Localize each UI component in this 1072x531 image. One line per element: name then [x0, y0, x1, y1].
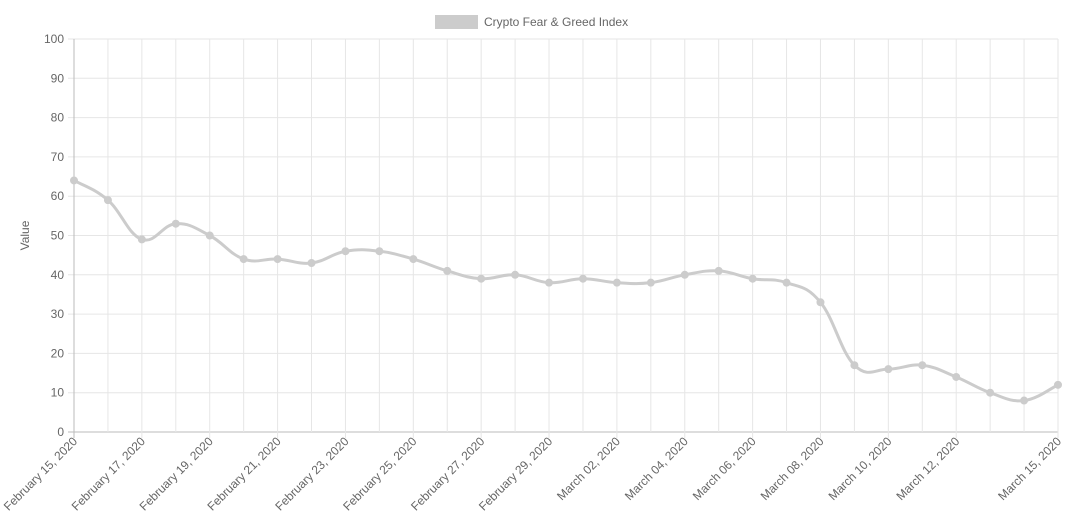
data-point[interactable] — [205, 231, 214, 240]
x-tick-label: February 23, 2020 — [272, 434, 351, 513]
y-tick-label: 80 — [51, 111, 65, 125]
y-axis-title: Value — [18, 220, 32, 250]
y-tick-label: 60 — [51, 189, 65, 203]
x-tick-label: March 12, 2020 — [893, 434, 962, 503]
data-point[interactable] — [273, 255, 282, 264]
data-point[interactable] — [375, 247, 384, 256]
x-tick-label: March 04, 2020 — [622, 434, 691, 503]
data-point[interactable] — [477, 274, 486, 283]
y-tick-label: 70 — [51, 150, 65, 164]
x-tick-label: February 25, 2020 — [340, 434, 419, 513]
x-tick-label: March 10, 2020 — [826, 434, 895, 503]
x-tick-label: March 02, 2020 — [554, 434, 623, 503]
x-tick-label: February 15, 2020 — [1, 434, 80, 513]
x-tick-label: February 19, 2020 — [137, 434, 216, 513]
data-point[interactable] — [578, 274, 587, 283]
data-points — [70, 176, 1062, 405]
x-tick-label: February 29, 2020 — [476, 434, 555, 513]
data-point[interactable] — [918, 361, 927, 370]
data-point[interactable] — [748, 274, 757, 283]
data-point[interactable] — [714, 266, 723, 275]
data-point[interactable] — [782, 278, 791, 287]
data-point[interactable] — [307, 259, 316, 268]
y-axis-tick-labels: 0 10 20 30 40 50 60 70 80 90 100 — [44, 32, 64, 439]
x-tick-label: March 15, 2020 — [995, 434, 1064, 503]
x-tick-label: March 06, 2020 — [690, 434, 759, 503]
data-point[interactable] — [341, 247, 350, 256]
chart-grid — [68, 38, 1059, 438]
data-point[interactable] — [443, 266, 452, 275]
x-tick-label: March 08, 2020 — [758, 434, 827, 503]
y-tick-label: 10 — [51, 386, 65, 400]
data-point[interactable] — [1054, 380, 1062, 389]
data-point[interactable] — [884, 365, 893, 374]
legend-label[interactable]: Crypto Fear & Greed Index — [484, 15, 628, 29]
data-point[interactable] — [239, 255, 248, 264]
y-tick-label: 50 — [51, 229, 65, 243]
y-tick-label: 0 — [57, 425, 64, 439]
data-point[interactable] — [1020, 396, 1029, 405]
data-point[interactable] — [545, 278, 554, 287]
data-point[interactable] — [171, 219, 180, 228]
data-point[interactable] — [850, 361, 859, 370]
y-tick-label: 30 — [51, 307, 65, 321]
y-tick-label: 90 — [51, 71, 65, 85]
x-tick-label: February 21, 2020 — [204, 434, 283, 513]
x-tick-label: February 17, 2020 — [69, 434, 148, 513]
data-point[interactable] — [409, 255, 418, 264]
data-point[interactable] — [511, 270, 520, 279]
data-point[interactable] — [137, 235, 146, 244]
y-tick-label: 100 — [44, 32, 64, 46]
data-point[interactable] — [646, 278, 655, 287]
data-point[interactable] — [952, 372, 961, 381]
data-point[interactable] — [680, 270, 689, 279]
y-tick-label: 40 — [51, 268, 65, 282]
legend-swatch[interactable] — [435, 15, 478, 29]
data-point[interactable] — [70, 176, 78, 185]
data-point[interactable] — [986, 388, 995, 397]
series-line — [73, 179, 1059, 403]
y-tick-label: 20 — [51, 346, 65, 360]
x-tick-label: February 27, 2020 — [408, 434, 487, 513]
data-point[interactable] — [816, 298, 825, 307]
chart-legend[interactable]: Crypto Fear & Greed Index — [435, 15, 628, 29]
data-point[interactable] — [103, 196, 112, 205]
data-point[interactable] — [612, 278, 621, 287]
